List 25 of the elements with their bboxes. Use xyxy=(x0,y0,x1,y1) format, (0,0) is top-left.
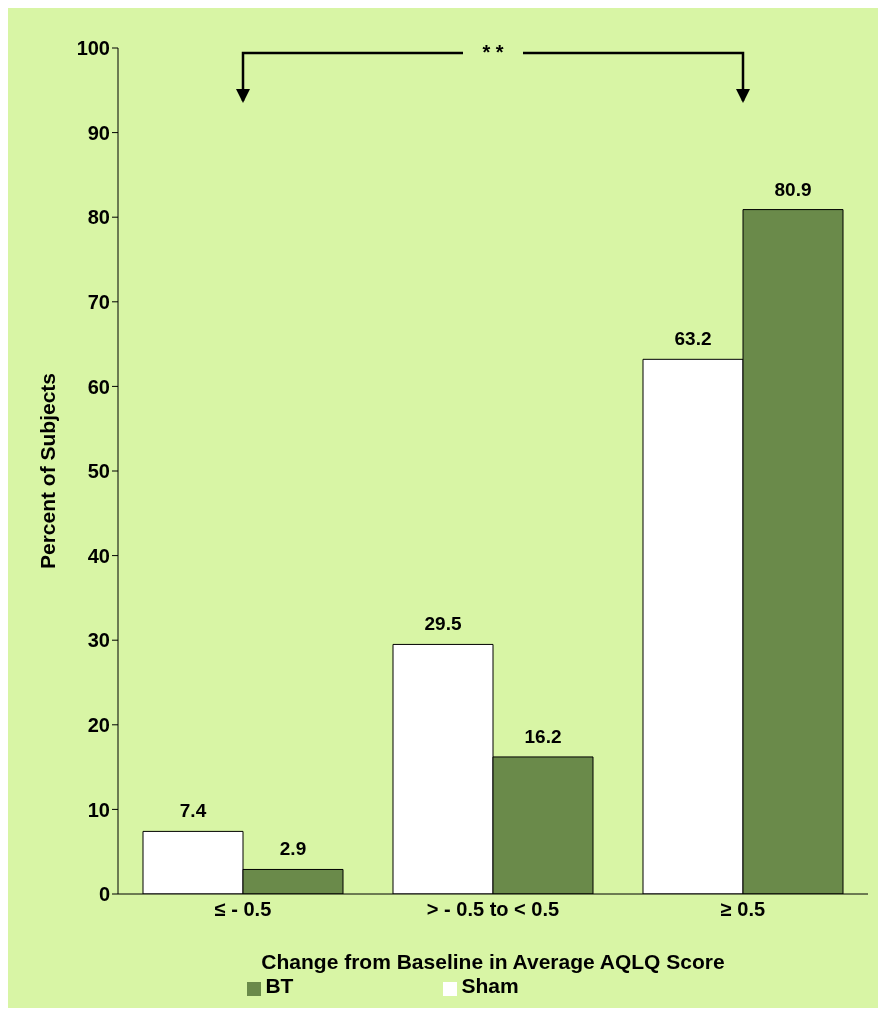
data-label: 2.9 xyxy=(279,838,307,860)
y-tick-label: 80 xyxy=(87,206,110,229)
x-axis-title: Change from Baseline in Average AQLQ Score xyxy=(261,950,725,973)
y-tick-label: 70 xyxy=(87,290,110,313)
x-tick-label: > - 0.5 to < 0.5 xyxy=(426,898,560,921)
y-tick-label: 100 xyxy=(76,37,110,60)
y-tick-label: 90 xyxy=(87,121,110,144)
annotation: * * xyxy=(481,41,505,64)
y-tick-label: 50 xyxy=(87,460,110,483)
y-tick-label: 30 xyxy=(87,629,110,652)
y-tick-label: 10 xyxy=(87,798,110,821)
x-tick-label: ≤ - 0.5 xyxy=(214,898,272,921)
y-tick-label: 20 xyxy=(87,713,110,736)
y-tick-label: 60 xyxy=(87,375,110,398)
x-tick-label: ≥ 0.5 xyxy=(720,898,766,921)
data-label: 16.2 xyxy=(524,725,562,747)
y-tick-label: 0 xyxy=(98,883,110,906)
data-label: 7.4 xyxy=(179,800,207,822)
data-label: 63.2 xyxy=(674,328,712,350)
legend-label: BT xyxy=(265,974,294,997)
y-tick-label: 40 xyxy=(87,544,110,567)
y-axis-title: Percent of Subjects xyxy=(36,372,60,570)
data-label: 80.9 xyxy=(774,178,812,200)
legend-label: Sham xyxy=(461,974,519,997)
data-label: 29.5 xyxy=(424,613,462,635)
